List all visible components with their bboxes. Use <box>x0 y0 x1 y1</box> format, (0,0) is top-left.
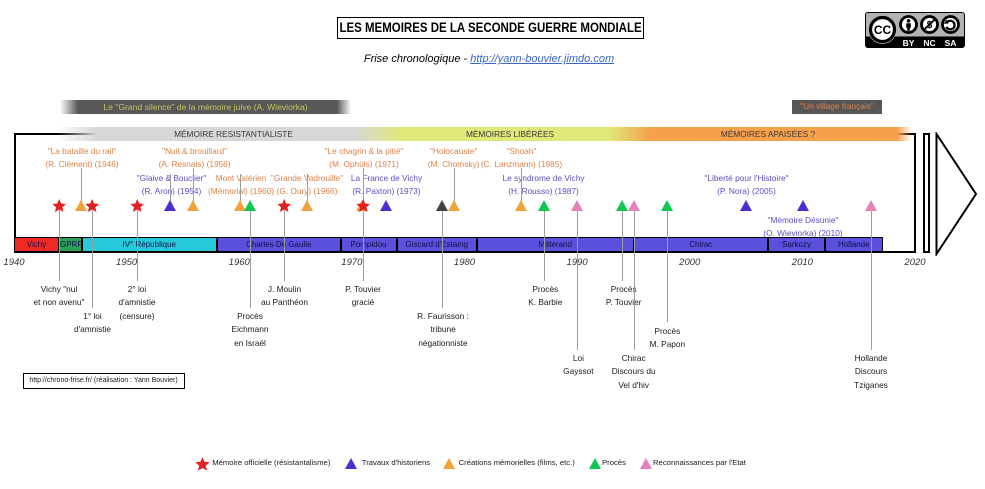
svg-text:BY: BY <box>903 38 915 48</box>
svg-text:NC: NC <box>923 38 935 48</box>
svg-text:SA: SA <box>945 38 957 48</box>
svg-text:CC: CC <box>874 23 892 37</box>
